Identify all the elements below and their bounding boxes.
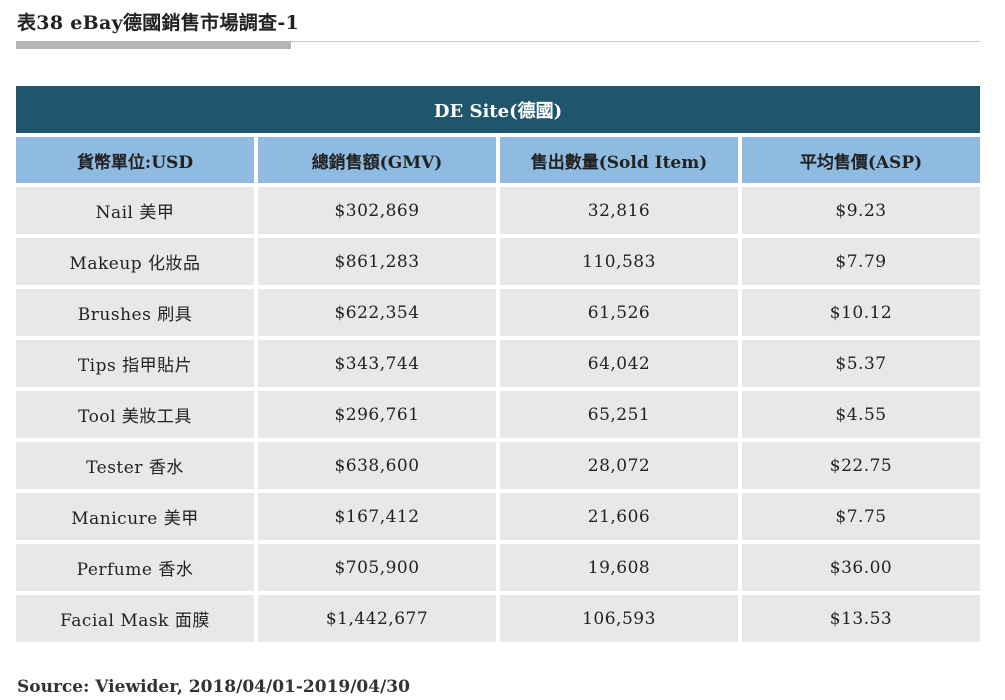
table-cell: Facial Mask 面膜 [16,595,254,642]
table-cell: $13.53 [742,595,980,642]
table-cell: 61,526 [500,289,738,336]
table-cell: 19,608 [500,544,738,591]
table-cell: Makeup 化妝品 [16,238,254,285]
table-cell: $5.37 [742,340,980,387]
table-cell: 28,072 [500,442,738,489]
table-cell: $343,744 [258,340,496,387]
table-cell: Brushes 刷具 [16,289,254,336]
table-row: Nail 美甲 $302,869 32,816 $9.23 [16,187,980,234]
table-row: Brushes 刷具 $622,354 61,526 $10.12 [16,289,980,336]
table-cell: Tester 香水 [16,442,254,489]
table-cell: $302,869 [258,187,496,234]
table-cell: Manicure 美甲 [16,493,254,540]
table-cell: Tool 美妝工具 [16,391,254,438]
column-header: 貨幣單位:USD [16,137,254,183]
table-cell: $22.75 [742,442,980,489]
table-row: Facial Mask 面膜 $1,442,677 106,593 $13.53 [16,595,980,642]
table-row: Tips 指甲貼片 $343,744 64,042 $5.37 [16,340,980,387]
table-cell: Nail 美甲 [16,187,254,234]
title-divider [16,41,980,42]
column-header-row: 貨幣單位:USD 總銷售額(GMV) 售出數量(Sold Item) 平均售價(… [16,137,980,183]
table-cell: $1,442,677 [258,595,496,642]
table-row: Makeup 化妝品 $861,283 110,583 $7.79 [16,238,980,285]
table-cell: $622,354 [258,289,496,336]
table-title: 表38 eBay德國銷售市場調查-1 [17,12,300,34]
table-cell: $167,412 [258,493,496,540]
site-header: DE Site(德國) [16,86,980,133]
table-row: Manicure 美甲 $167,412 21,606 $7.75 [16,493,980,540]
table-cell: 21,606 [500,493,738,540]
sales-table: DE Site(德國) 貨幣單位:USD 總銷售額(GMV) 售出數量(Sold… [16,86,980,642]
column-header: 售出數量(Sold Item) [500,137,738,183]
table-row: Tool 美妝工具 $296,761 65,251 $4.55 [16,391,980,438]
table-cell: 106,593 [500,595,738,642]
table-cell: $7.79 [742,238,980,285]
column-header: 總銷售額(GMV) [258,137,496,183]
table-cell: Perfume 香水 [16,544,254,591]
table-cell: $7.75 [742,493,980,540]
table-cell: 65,251 [500,391,738,438]
title-accent-bar [16,41,291,49]
table-cell: 110,583 [500,238,738,285]
table-cell: $861,283 [258,238,496,285]
table-cell: $296,761 [258,391,496,438]
table-cell: $10.12 [742,289,980,336]
table-cell: $705,900 [258,544,496,591]
column-header: 平均售價(ASP) [742,137,980,183]
table-cell: $4.55 [742,391,980,438]
table-cell: 32,816 [500,187,738,234]
table-cell: Tips 指甲貼片 [16,340,254,387]
table-row: Perfume 香水 $705,900 19,608 $36.00 [16,544,980,591]
table-row: Tester 香水 $638,600 28,072 $22.75 [16,442,980,489]
table-cell: $638,600 [258,442,496,489]
table-cell: $36.00 [742,544,980,591]
source-note: Source: Viewider, 2018/04/01-2019/04/30 [17,677,410,697]
table-cell: $9.23 [742,187,980,234]
table-cell: 64,042 [500,340,738,387]
